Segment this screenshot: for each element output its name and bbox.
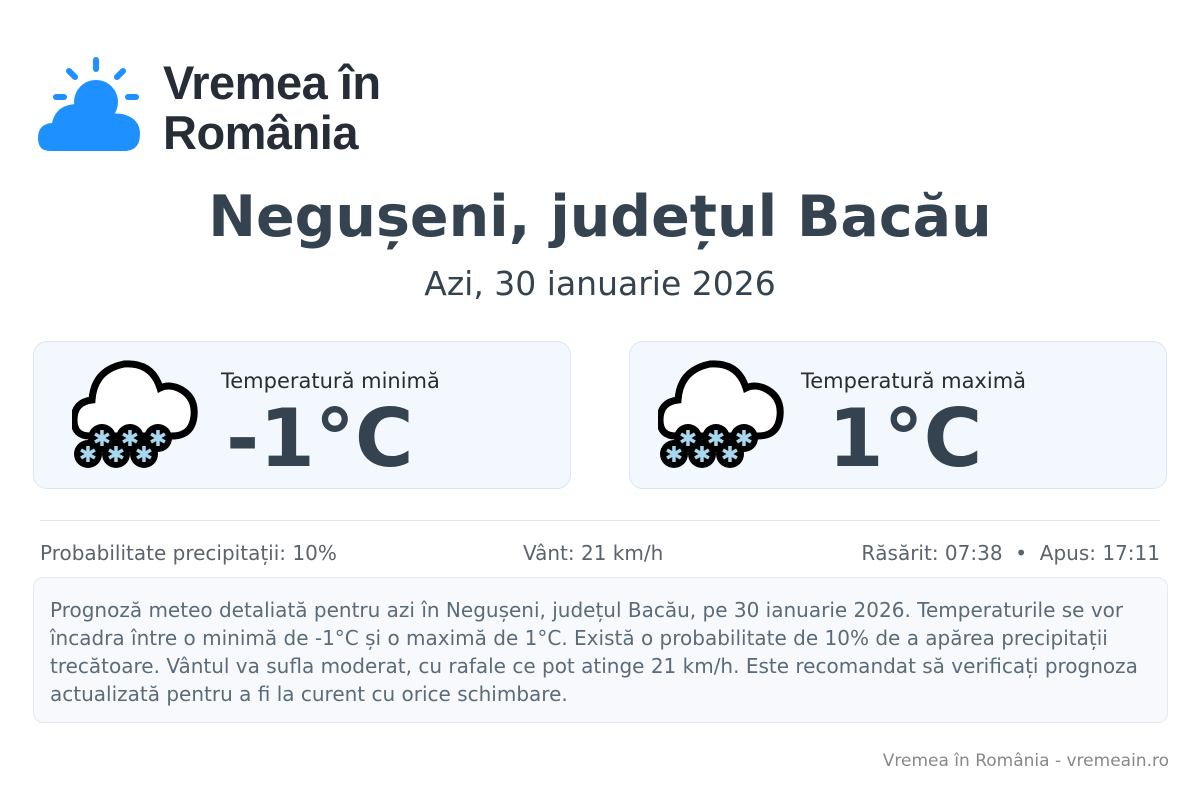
svg-text:✱: ✱ <box>665 443 683 468</box>
min-temp-label: Temperatură minimă <box>221 369 440 393</box>
brand-line1: Vremea în <box>163 56 381 109</box>
precipitation-stat: Probabilitate precipitații: 10% <box>40 541 337 565</box>
max-temp-label: Temperatură maximă <box>801 369 1027 393</box>
svg-text:✱: ✱ <box>93 427 111 452</box>
footer-credit[interactable]: Vremea în România - vremeain.ro <box>882 751 1169 771</box>
snow-cloud-icon: ✱ ✱ ✱ ✱ ✱ ✱ <box>656 358 786 473</box>
svg-text:✱: ✱ <box>107 443 125 468</box>
svg-text:✱: ✱ <box>693 443 711 468</box>
svg-text:✱: ✱ <box>135 443 153 468</box>
divider <box>40 520 1160 521</box>
svg-text:✱: ✱ <box>735 427 753 452</box>
svg-text:✱: ✱ <box>679 427 697 452</box>
max-temp-card: ✱ ✱ ✱ ✱ ✱ ✱ Temperatură maximă 1°C <box>629 341 1167 489</box>
snow-cloud-icon: ✱ ✱ ✱ ✱ ✱ ✱ <box>70 358 200 473</box>
svg-text:✱: ✱ <box>79 443 97 468</box>
forecast-description: Prognoză meteo detaliată pentru azi în N… <box>33 577 1168 723</box>
svg-text:✱: ✱ <box>149 427 167 452</box>
svg-text:✱: ✱ <box>121 427 139 452</box>
wind-stat: Vânt: 21 km/h <box>523 541 664 565</box>
svg-text:✱: ✱ <box>721 443 739 468</box>
brand-line2: România <box>163 106 358 159</box>
page-title: Negușeni, județul Bacău <box>208 184 992 250</box>
min-temp-card: ✱ ✱ ✱ ✱ ✱ ✱ Temperatură minimă -1°C <box>33 341 571 489</box>
brand-name[interactable]: Vremea în România <box>163 58 381 158</box>
sun-cloud-logo-icon <box>38 57 140 151</box>
svg-text:✱: ✱ <box>707 427 725 452</box>
sun-times-stat: Răsărit: 07:38 • Apus: 17:11 <box>861 541 1160 565</box>
min-temp-value: -1°C <box>226 392 414 485</box>
max-temp-value: 1°C <box>828 392 983 485</box>
date-subtitle: Azi, 30 ianuarie 2026 <box>424 264 776 303</box>
